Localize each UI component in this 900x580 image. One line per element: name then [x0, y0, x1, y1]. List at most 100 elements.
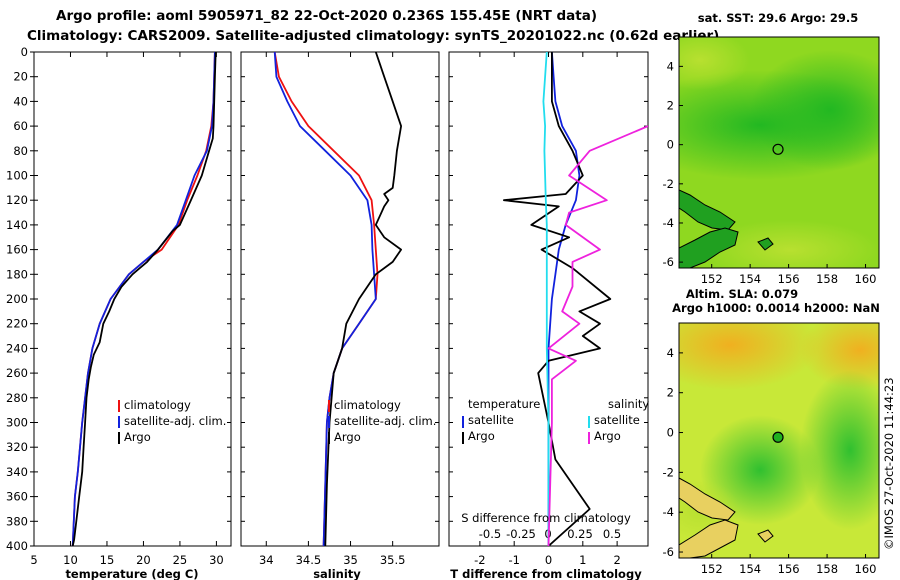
legend-label-s-satellite: satellite [594, 413, 640, 427]
depth-tick-label: 300 [6, 416, 28, 430]
map-y-tick-label: 4 [667, 59, 674, 73]
map-x-tick-label: 154 [739, 562, 761, 576]
sst-cool-south [700, 220, 879, 268]
s-diff-tick-label: -0.25 [506, 527, 536, 541]
x-tick-label: 34.5 [296, 553, 322, 567]
depth-tick-label: 260 [6, 366, 28, 380]
legend-title-salinity: salinity [608, 397, 649, 411]
depth-tick-label: 160 [6, 243, 28, 257]
s-diff-tick-label: -0.5 [479, 527, 501, 541]
x-tick-label: 20 [136, 553, 151, 567]
argo-position-marker [772, 431, 784, 443]
map-y-tick-label: -4 [663, 505, 674, 519]
map-y-tick-label: -6 [663, 545, 674, 559]
x-tick-label: 35.5 [380, 553, 406, 567]
sla-high-north [679, 323, 820, 390]
imos-watermark: ©IMOS 27-Oct-2020 11:44:23 [882, 377, 896, 550]
x-tick-label: 25 [173, 553, 188, 567]
map-x-tick-label: 160 [855, 272, 877, 286]
salinity-axis-label: salinity [313, 567, 361, 580]
sla-map-subtitle: Altim. SLA: 0.079 [686, 287, 798, 301]
sst-map-frame [678, 36, 880, 269]
s-difference-title: S difference from climatology [461, 511, 631, 525]
depth-tick-label: 60 [13, 119, 28, 133]
depth-tick-label: 220 [6, 317, 28, 331]
depth-tick-label: 40 [13, 94, 28, 108]
temperature-x-axis: 5 10 15 20 25 30 [30, 52, 224, 567]
depth-tick-label: 140 [6, 218, 28, 232]
x-tick-label: 2 [613, 553, 620, 567]
land-bougainville [679, 227, 739, 268]
x-tick-label: 0 [545, 553, 552, 567]
salinity-x-axis: 34 34.5 35 35.5 [259, 52, 406, 567]
sla-map-title: Argo h1000: 0.0014 h2000: NaN [672, 301, 880, 315]
depth-tick-label: 120 [6, 193, 28, 207]
x-tick-label: 34 [259, 553, 274, 567]
header-line-2: Climatology: CARS2009. Satellite-adjuste… [27, 28, 719, 44]
legend-label-satellite: satellite-adj. clim. [124, 414, 226, 428]
salinity-legend: climatology satellite-adj. clim. Argo [328, 398, 436, 444]
depth-axis: 0 20 40 60 80 100 120 140 160 180 200 220 240 260 280 3… [6, 45, 648, 553]
x-tick-label: 5 [30, 553, 37, 567]
difference-series [502, 52, 648, 546]
depth-tick-label: 280 [6, 391, 28, 405]
x-tick-label: 1 [579, 553, 586, 567]
sla-low-east [800, 370, 879, 530]
map-x-tick-label: 152 [701, 562, 723, 576]
sla-map [679, 323, 879, 558]
sst-cool-patch [679, 37, 750, 90]
x-tick-label: 15 [100, 553, 115, 567]
map-y-tick-label: -2 [663, 465, 674, 479]
depth-tick-label: 80 [13, 144, 28, 158]
x-tick-label: 30 [209, 553, 224, 567]
map-x-tick-label: 158 [816, 272, 838, 286]
sst-map-title: sat. SST: 29.6 Argo: 29.5 [698, 11, 858, 25]
map-x-tick-label: 158 [816, 562, 838, 576]
legend-label-argo: Argo [334, 430, 361, 444]
depth-tick-label: 360 [6, 490, 28, 504]
series-line-argo [324, 52, 403, 546]
land-new-britain [679, 477, 736, 521]
map-x-tick-label: 156 [778, 272, 800, 286]
series-line-argo [71, 52, 217, 546]
header-line-1: Argo profile: aoml 5905971_82 22-Oct-202… [56, 8, 597, 24]
map-y-tick-label: 4 [667, 346, 674, 360]
depth-tick-label: 180 [6, 267, 28, 281]
map-y-tick-label: -4 [663, 216, 674, 230]
x-tick-label: 10 [63, 553, 78, 567]
depth-tick-label: 380 [6, 514, 28, 528]
sst-warm-patch [750, 50, 879, 170]
temperature-series [71, 52, 217, 546]
depth-tick-label: 200 [6, 292, 28, 306]
depth-tick-label: 100 [6, 169, 28, 183]
sst-map-axes: 152 154 156 158 160 -6 -4 -2 0 2 4 [663, 59, 877, 286]
temperature-axis-label: temperature (deg C) [65, 567, 198, 580]
map-x-tick-label: 152 [701, 272, 723, 286]
legend-label-argo: Argo [124, 430, 151, 444]
series-line-s-satellite [542, 52, 550, 546]
legend-label-t-satellite: satellite [468, 413, 514, 427]
legend-label-t-argo: Argo [468, 429, 495, 443]
difference-axis-label: T difference from climatology [450, 567, 642, 580]
depth-tick-label: 0 [21, 45, 28, 59]
map-y-tick-label: 2 [667, 99, 674, 113]
land-islet [757, 529, 774, 543]
sst-map [679, 37, 879, 268]
map-y-tick-label: -2 [663, 177, 674, 191]
difference-legend: temperature satellite Argo salinity sate… [462, 397, 649, 444]
sla-map-frame [678, 322, 880, 559]
legend-label-s-argo: Argo [594, 429, 621, 443]
x-tick-label: -2 [474, 553, 485, 567]
map-x-tick-label: 160 [855, 562, 877, 576]
land-bougainville [679, 519, 739, 558]
series-line-s-argo [547, 125, 648, 546]
legend-label-climatology: climatology [124, 398, 191, 412]
depth-tick-label: 20 [13, 70, 28, 84]
series-line-satellite-adj-clim- [71, 52, 216, 546]
argo-position-marker [772, 143, 784, 155]
map-y-tick-label: 0 [667, 138, 674, 152]
depth-tick-label: 320 [6, 440, 28, 454]
x-tick-label: -1 [508, 553, 519, 567]
temperature-legend: climatology satellite-adj. clim. Argo [118, 398, 226, 444]
